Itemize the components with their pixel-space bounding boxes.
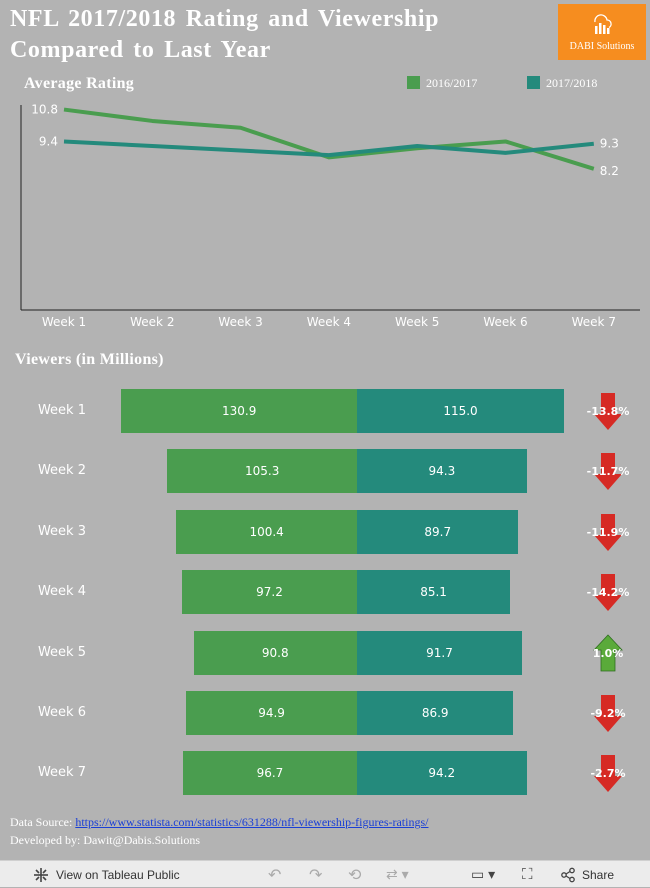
change-percent: -2.7% <box>590 767 626 781</box>
legend-swatch-curr <box>527 76 540 89</box>
redo-icon[interactable]: ↷ <box>309 866 323 884</box>
series-line-prev[interactable] <box>63 107 595 171</box>
bar-2016-2017[interactable]: 90.8 <box>193 630 357 675</box>
change-down-indicator: -14.2% <box>584 573 632 613</box>
arrow-down-icon <box>594 574 622 612</box>
rating-line-chart: Week 1 Week 2 Week 3 Week 4 Week 5 Week 6 Week… <box>20 103 640 329</box>
week-label: Week 1 <box>37 403 86 418</box>
change-percent: -14.2% <box>586 586 630 600</box>
legend-item-prev: 2016/2017 <box>407 76 477 91</box>
week-label: Week 3 <box>37 523 86 539</box>
legend-item-curr: 2017/2018 <box>527 76 597 91</box>
x-tick-label: Week 3 <box>218 315 262 329</box>
bar-2017-2018[interactable]: 89.7 <box>357 509 519 554</box>
x-tick-label: Week 5 <box>395 315 439 329</box>
change-percent: -13.8% <box>586 405 630 418</box>
change-down-indicator: -11.9% <box>584 513 632 553</box>
arrow-down-icon <box>594 755 622 793</box>
bar-2017-2018[interactable]: 86.9 <box>357 691 514 735</box>
x-tick-label: Week 1 <box>42 315 86 329</box>
logo-text: DABI Solutions <box>569 41 635 52</box>
undo-icon[interactable]: ↶ <box>268 866 282 884</box>
share-button[interactable]: Share <box>560 861 614 888</box>
tableau-toolbar: View on Tableau Public ↶ ↷ ⟲ ⇄ ▾ ▭ ▾ ⛶ S… <box>0 860 650 887</box>
x-tick-label: Week 2 <box>130 315 174 329</box>
bar-2016-2017[interactable]: 130.9 <box>121 389 357 433</box>
week-label: Week 2 <box>37 463 86 479</box>
bar-2016-2017[interactable]: 105.3 <box>167 449 357 494</box>
change-down-indicator: -9.2% <box>584 694 632 734</box>
bar-2017-2018[interactable]: 94.2 <box>357 751 527 796</box>
data-label-first-curr: 9.4 <box>39 134 58 148</box>
week-label: Week 4 <box>37 584 86 600</box>
x-tick-label: Week 4 <box>307 315 351 329</box>
change-down-indicator: -2.7% <box>584 754 632 794</box>
share-label: Share <box>582 867 615 882</box>
view-on-tableau-button[interactable]: View on Tableau Public <box>32 861 180 888</box>
legend-swatch-prev <box>407 76 420 89</box>
source-label: Data Source: <box>10 815 73 829</box>
developer-credit: Developed by: Dawit@Dabis.Solutions <box>10 833 201 847</box>
chart-logo-icon <box>594 14 612 34</box>
bar-2016-2017[interactable]: 100.4 <box>176 509 357 554</box>
x-tick-label: Week 7 <box>572 315 616 329</box>
change-percent: -9.2% <box>590 707 626 720</box>
rating-section-title: Average Rating <box>24 75 135 92</box>
dabi-logo[interactable]: DABI Solutions <box>558 4 646 60</box>
source-link[interactable]: https://www.statista.com/statistics/6312… <box>75 815 429 829</box>
page-title: NFL 2017/2018 Rating and Viewership Comp… <box>10 6 440 63</box>
week-label: Week 5 <box>37 644 86 660</box>
legend-label-prev: 2016/2017 <box>426 76 478 90</box>
data-label-first-prev: 10.8 <box>31 103 58 117</box>
arrow-down-icon <box>594 453 622 491</box>
revert-icon[interactable]: ⟲ <box>348 866 362 884</box>
bar-2017-2018[interactable]: 115.0 <box>357 389 564 433</box>
change-down-indicator: -11.7% <box>584 452 632 492</box>
bar-2016-2017[interactable]: 94.9 <box>186 691 357 735</box>
change-percent: -11.7% <box>586 465 630 479</box>
arrow-down-icon <box>594 513 622 551</box>
week-label: Week 6 <box>37 705 86 720</box>
download-icon[interactable]: ▭ ▾ <box>471 866 496 882</box>
bar-2017-2018[interactable]: 85.1 <box>357 570 511 615</box>
arrow-down-icon <box>594 393 622 430</box>
viewers-section-title: Viewers (in Millions) <box>15 351 164 368</box>
week-label: Week 7 <box>37 765 86 781</box>
arrow-down-icon <box>594 695 622 732</box>
bar-2017-2018[interactable]: 94.3 <box>357 449 527 494</box>
change-percent: -11.9% <box>586 525 630 539</box>
series-line-curr[interactable] <box>63 139 595 158</box>
change-percent: 1.0% <box>592 646 624 660</box>
tableau-logo-icon <box>34 867 48 882</box>
x-tick-label: Week 6 <box>483 315 527 329</box>
bar-2016-2017[interactable]: 97.2 <box>182 570 357 615</box>
bar-2017-2018[interactable]: 91.7 <box>357 630 523 675</box>
data-label-last-curr: 9.3 <box>600 137 619 151</box>
refresh-icon[interactable]: ⇄ ▾ <box>386 866 409 882</box>
data-source: Data Source: https://www.statista.com/st… <box>10 815 428 830</box>
view-on-tableau-label: View on Tableau Public <box>56 867 180 882</box>
share-icon <box>561 867 575 882</box>
arrow-up-icon <box>593 634 623 671</box>
fullscreen-icon[interactable]: ⛶ <box>522 866 533 883</box>
change-up-indicator: 1.0% <box>584 634 632 674</box>
change-down-indicator: -13.8% <box>584 392 632 432</box>
legend-label-curr: 2017/2018 <box>546 76 598 90</box>
bar-2016-2017[interactable]: 96.7 <box>182 751 357 796</box>
data-label-last-prev: 8.2 <box>600 164 619 178</box>
